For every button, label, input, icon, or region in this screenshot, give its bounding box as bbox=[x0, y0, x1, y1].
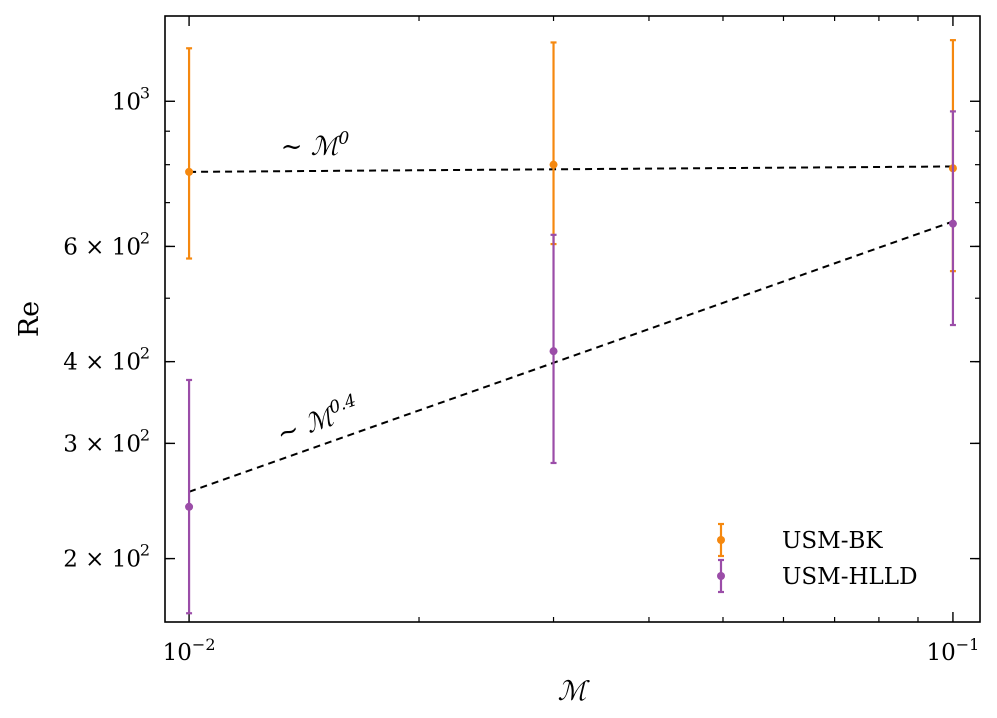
reference-lines bbox=[188, 165, 954, 493]
reference-line bbox=[188, 220, 954, 493]
y-tick-exponent: 2 bbox=[140, 344, 150, 363]
y-tick-label: 10 bbox=[112, 89, 141, 115]
reference-line-label: ∼ ℳ0 bbox=[281, 129, 350, 162]
y-tick-label: 6 × 10 bbox=[63, 234, 141, 260]
data-point bbox=[185, 167, 194, 176]
x-tick-label: 10−1 bbox=[926, 635, 979, 666]
legend-marker-point bbox=[717, 572, 725, 580]
plot-frame bbox=[164, 15, 981, 623]
x-tick-label: 10−2 bbox=[163, 635, 216, 666]
data-point bbox=[549, 347, 558, 356]
y-tick-exponent: 2 bbox=[140, 425, 150, 444]
data-point bbox=[948, 219, 957, 228]
y-axis-title: Re bbox=[14, 301, 45, 337]
y-tick-exponent: 3 bbox=[140, 83, 150, 102]
major-ticks bbox=[165, 16, 980, 622]
legend: USM-BK USM-HLLD bbox=[717, 522, 918, 594]
x-axis-title: ℳ bbox=[558, 676, 591, 707]
y-tick-exponent: 2 bbox=[140, 228, 150, 247]
reference-line bbox=[189, 165, 953, 173]
y-tick-label: 2 × 10 bbox=[63, 547, 141, 573]
legend-label: USM-HLLD bbox=[782, 564, 918, 590]
data-point bbox=[549, 160, 558, 169]
data-point bbox=[185, 502, 194, 511]
legend-marker-point bbox=[717, 536, 725, 544]
data-series bbox=[185, 39, 957, 615]
legend-label: USM-BK bbox=[782, 528, 883, 554]
y-tick-label: 4 × 10 bbox=[63, 350, 141, 376]
y-tick-exponent: 2 bbox=[140, 541, 150, 560]
y-tick-label: 3 × 10 bbox=[63, 431, 141, 457]
